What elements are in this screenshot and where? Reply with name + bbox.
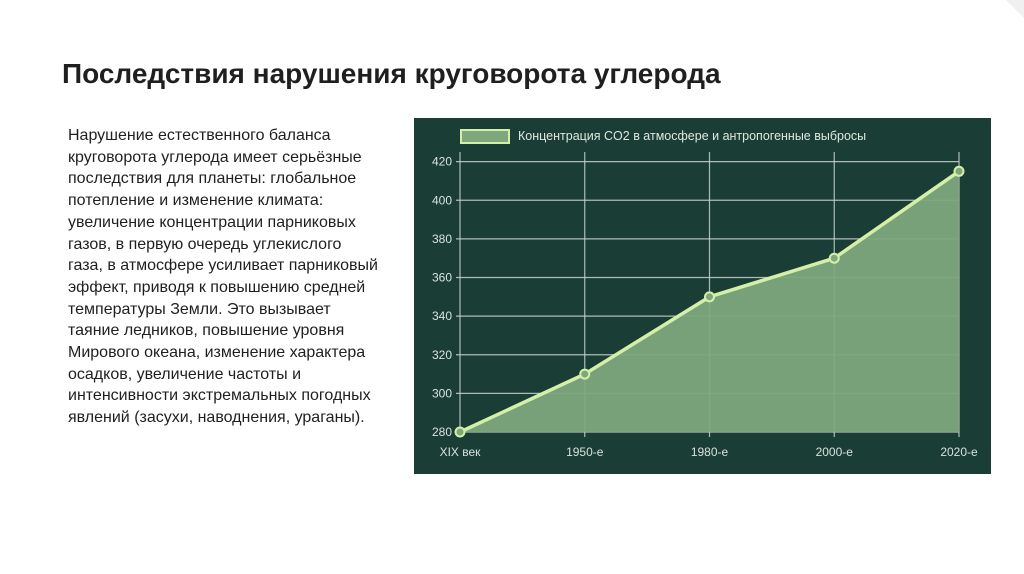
y-tick-label: 280 <box>432 425 452 439</box>
x-tick-label: 2020-е <box>940 445 978 459</box>
x-axis-ticks: XIX век 1950-е 1980-е 2000-е 2020-е <box>440 445 978 459</box>
x-tick-label: 2000-е <box>816 445 854 459</box>
y-tick-label: 380 <box>432 232 452 246</box>
area-layer <box>454 165 965 438</box>
y-axis-ticks: 280 300 320 340 360 380 400 420 <box>432 155 452 439</box>
corner-fold-decoration <box>1006 0 1024 18</box>
data-point <box>454 426 466 438</box>
y-tick-label: 300 <box>432 386 452 400</box>
y-tick-label: 360 <box>432 271 452 285</box>
y-tick-label: 320 <box>432 348 452 362</box>
data-point <box>579 368 591 380</box>
chart-canvas: 280 300 320 340 360 380 400 420 XIX век 1950-е 19… <box>432 152 978 459</box>
x-tick-label: 1950-е <box>566 445 604 459</box>
data-point <box>828 252 840 264</box>
data-point <box>704 291 715 303</box>
y-tick-label: 400 <box>432 193 452 207</box>
legend-label: Концентрация CO2 в атмосфере и антропоге… <box>518 129 867 143</box>
data-point <box>953 165 965 177</box>
y-tick-label: 340 <box>432 309 452 323</box>
legend-swatch <box>460 128 510 144</box>
y-tick-label: 420 <box>432 155 452 169</box>
body-paragraph: Нарушение естественного баланса круговор… <box>68 127 378 427</box>
x-tick-label: XIX век <box>440 445 482 459</box>
co2-chart: 280 300 320 340 360 380 400 420 XIX век 1950-е 19… <box>414 118 991 474</box>
x-tick-label: 1980-е <box>691 445 729 459</box>
slide-title: Последствия нарушения круговорота углеро… <box>62 58 721 89</box>
chart-legend: Концентрация CO2 в атмосфере и антропоге… <box>460 125 866 147</box>
